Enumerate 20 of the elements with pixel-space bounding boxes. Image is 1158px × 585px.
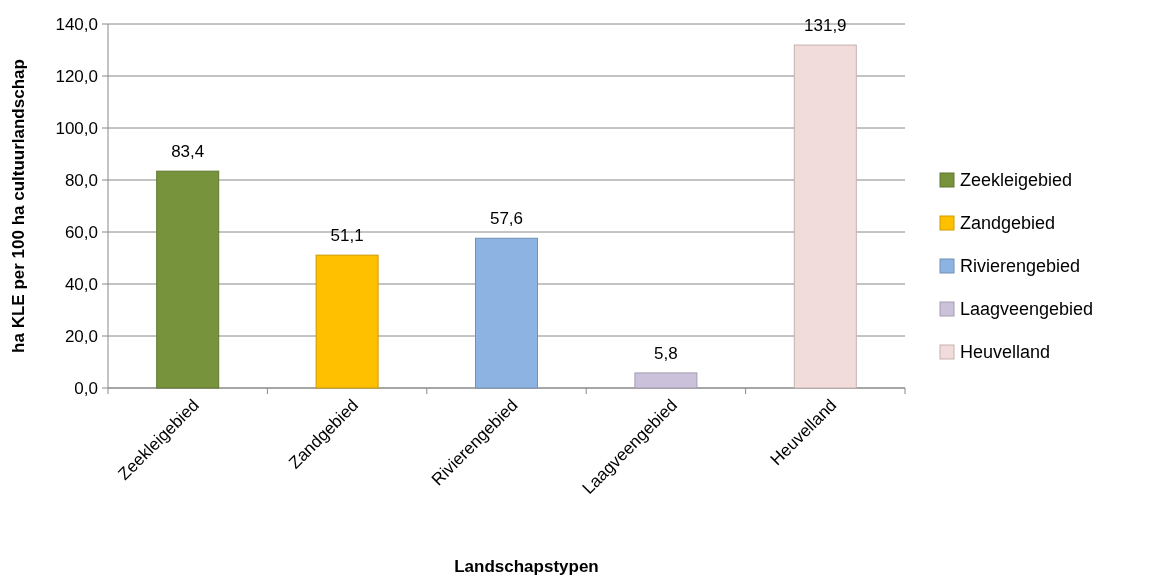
data-label: 51,1 [330, 226, 364, 246]
y-axis-title: ha KLE per 100 ha cultuurlandschap [9, 59, 28, 353]
legend-label: Laagveengebied [960, 299, 1094, 320]
y-tick-label: 140,0 [55, 14, 98, 34]
x-axis-title: Landschapstypen [454, 557, 599, 576]
legend-label: Heuvelland [960, 342, 1051, 363]
y-tick-label: 60,0 [64, 222, 98, 242]
data-label: 83,4 [171, 142, 205, 162]
data-label: 5,8 [654, 343, 678, 363]
data-label: 57,6 [489, 209, 524, 229]
legend-label: Rivierengebied [960, 256, 1081, 277]
y-tick-label: 40,0 [64, 274, 98, 294]
y-tick-label: 0,0 [74, 378, 98, 398]
y-tick-label: 20,0 [64, 326, 98, 346]
data-label: 131,9 [804, 16, 847, 36]
legend-label: Zeekleigebied [960, 170, 1073, 191]
y-tick-label: 80,0 [64, 170, 98, 190]
legend-label: Zandgebied [960, 213, 1056, 234]
y-tick-label: 120,0 [55, 66, 98, 86]
y-tick-label: 100,0 [55, 118, 98, 138]
